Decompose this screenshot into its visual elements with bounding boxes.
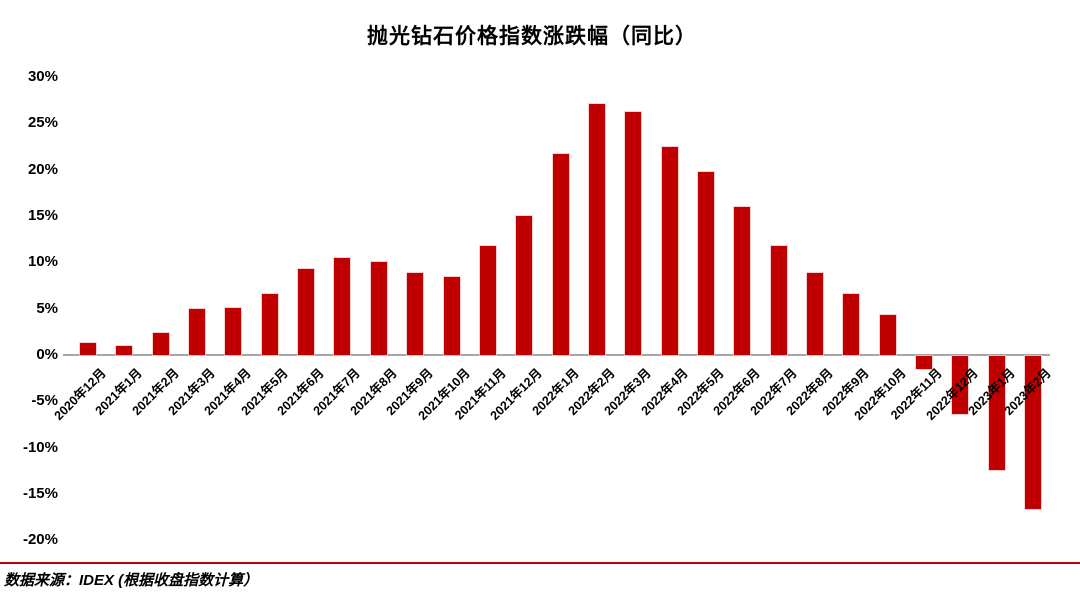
bar-2022年1月 xyxy=(552,153,569,355)
zero-axis-line xyxy=(63,354,1050,356)
bar-2023年2月 xyxy=(1025,356,1042,509)
y-tick-label: 30% xyxy=(27,68,58,86)
bar-2021年3月 xyxy=(189,308,206,355)
bar-2023年1月 xyxy=(988,356,1005,470)
bar-2021年8月 xyxy=(370,262,387,355)
chart-title: 抛光钻石价格指数涨跌幅（同比） xyxy=(367,25,697,48)
y-tick-label: 10% xyxy=(27,253,58,271)
bar-2022年8月 xyxy=(807,273,823,355)
bar-2022年12月 xyxy=(952,356,969,415)
bar-2022年3月 xyxy=(625,112,642,355)
bar-2021年11月 xyxy=(479,245,496,355)
bar-2021年10月 xyxy=(443,277,460,355)
bar-2022年7月 xyxy=(770,245,787,355)
y-tick-label: 5% xyxy=(36,299,58,317)
bar-2022年6月 xyxy=(734,206,751,355)
y-tick-label: 0% xyxy=(36,346,58,363)
bar-2021年9月 xyxy=(407,273,424,355)
bar-2021年12月 xyxy=(516,216,533,355)
bar-2021年2月 xyxy=(152,332,169,355)
y-tick-label: -5% xyxy=(31,392,58,410)
bar-2021年6月 xyxy=(298,268,315,355)
bar-2022年9月 xyxy=(843,293,860,355)
y-tick-label: -10% xyxy=(22,438,58,456)
bar-2022年4月 xyxy=(661,146,678,355)
y-tick-label: 20% xyxy=(27,160,58,178)
bar-2021年1月 xyxy=(116,345,133,355)
bar-2021年5月 xyxy=(261,293,278,355)
data-source-note: 数据来源：IDEX (根据收盘指数计算） xyxy=(4,572,259,589)
bar-2022年10月 xyxy=(879,315,896,355)
y-tick-label: 25% xyxy=(27,114,58,132)
bar-2022年5月 xyxy=(697,171,714,355)
bar-2020年12月 xyxy=(80,342,96,355)
bar-2021年4月 xyxy=(225,307,242,355)
bar-2021年7月 xyxy=(334,257,351,355)
bar-2022年11月 xyxy=(916,356,933,369)
footer-rule xyxy=(0,562,1080,564)
bar-2022年2月 xyxy=(588,103,605,355)
y-tick-label: -15% xyxy=(22,484,58,502)
y-tick-label: -20% xyxy=(22,531,58,549)
y-tick-label: 15% xyxy=(27,207,58,225)
